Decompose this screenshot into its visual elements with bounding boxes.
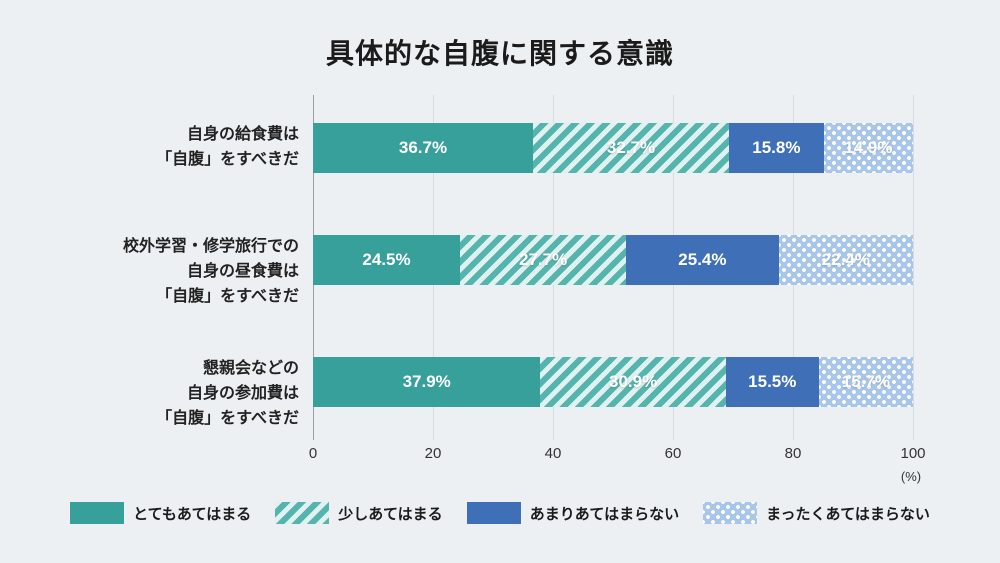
bar-segment-somewhat-disagree: 15.5% bbox=[725, 357, 819, 407]
x-axis-unit-label: (%) bbox=[900, 469, 922, 484]
row-label-line: 「自腹」をすべきだ bbox=[156, 287, 299, 305]
row-label-line: 懇親会などの bbox=[202, 360, 299, 377]
x-tick-0: 0 bbox=[308, 445, 318, 462]
legend-swatch-solid-teal bbox=[70, 502, 125, 524]
legend: とてもあてはまる 少しあてはまる あまりあてはまらない まったくあてはまらない bbox=[0, 502, 1000, 524]
legend-swatch-solid-blue bbox=[466, 502, 521, 524]
bar-segment-strongly-agree: 24.5% bbox=[313, 235, 460, 285]
legend-swatch-dotted-blue bbox=[703, 502, 758, 524]
legend-item-strongly-disagree: まったくあてはまらない bbox=[703, 502, 930, 524]
bar-row-social-gathering: 懇親会などの 自身の参加費は 「自腹」をすべきだ 37.9% 30.9% 15.… bbox=[0, 357, 913, 431]
bar-segment-strongly-agree: 36.7% bbox=[313, 123, 533, 173]
bar-segment-somewhat-agree: 27.7% bbox=[460, 235, 627, 285]
bar-segment-somewhat-agree: 32.7% bbox=[532, 123, 729, 173]
bar-segment-somewhat-agree: 30.9% bbox=[540, 357, 726, 407]
legend-label: 少しあてはまる bbox=[338, 505, 443, 523]
segment-value-label: 30.9% bbox=[608, 372, 658, 391]
legend-label: とてもあてはまる bbox=[133, 505, 252, 523]
segment-value-label: 25.4% bbox=[678, 250, 727, 269]
segment-value-label: 14.9% bbox=[844, 138, 893, 157]
x-axis: 0 20 40 60 80 100 (%) bbox=[309, 445, 926, 484]
row-label-line: 自身の昼食費は bbox=[186, 262, 299, 280]
x-tick-20: 20 bbox=[424, 445, 442, 462]
segment-value-label: 22.4% bbox=[821, 250, 870, 269]
bar-segment-strongly-disagree: 22.4% bbox=[778, 235, 913, 285]
row-label: 校外学習・修学旅行での 自身の昼食費は 「自腹」をすべきだ bbox=[0, 235, 313, 309]
legend-item-strongly-agree: とてもあてはまる bbox=[70, 502, 251, 524]
legend-swatch-striped-teal bbox=[275, 502, 330, 524]
segment-value-label: 24.5% bbox=[362, 250, 411, 269]
row-label-line: 校外学習・修学旅行での bbox=[122, 238, 299, 255]
segment-value-label: 15.7% bbox=[841, 372, 890, 391]
stacked-bar: 37.9% 30.9% 15.5% 15.7% bbox=[313, 357, 913, 407]
bar-row-school-lunch: 自身の給食費は 「自腹」をすべきだ 36.7% 32.7% 15.8% 14.9… bbox=[0, 123, 913, 173]
segment-value-label: 37.9% bbox=[402, 372, 451, 391]
row-label: 懇親会などの 自身の参加費は 「自腹」をすべきだ bbox=[0, 357, 313, 431]
row-label: 自身の給食費は 「自腹」をすべきだ bbox=[0, 123, 313, 173]
chart-title: 具体的な自腹に関する意識 bbox=[325, 38, 674, 69]
bar-segment-somewhat-disagree: 15.8% bbox=[728, 123, 824, 173]
row-label-line: 「自腹」をすべきだ bbox=[156, 409, 299, 427]
bar-segment-strongly-agree: 37.9% bbox=[313, 357, 541, 407]
legend-item-somewhat-disagree: あまりあてはまらない bbox=[466, 502, 680, 524]
legend-label: あまりあてはまらない bbox=[529, 505, 680, 523]
x-tick-60: 60 bbox=[664, 445, 682, 462]
segment-value-label: 15.5% bbox=[748, 372, 797, 391]
gridline-100 bbox=[913, 95, 914, 440]
legend-item-somewhat-agree: 少しあてはまる bbox=[275, 502, 443, 524]
segment-value-label: 36.7% bbox=[398, 138, 448, 157]
x-tick-40: 40 bbox=[544, 445, 562, 462]
bar-segment-strongly-disagree: 15.7% bbox=[818, 357, 913, 407]
bar-segment-strongly-disagree: 14.9% bbox=[823, 123, 913, 173]
bar-segment-somewhat-disagree: 25.4% bbox=[626, 235, 779, 285]
bar-row-trip-lunch: 校外学習・修学旅行での 自身の昼食費は 「自腹」をすべきだ 24.5% 27.7… bbox=[0, 235, 913, 309]
row-label-line: 自身の給食費は bbox=[186, 126, 299, 144]
stacked-bar: 24.5% 27.7% 25.4% 22.4% bbox=[313, 235, 913, 285]
row-label-line: 「自腹」をすべきだ bbox=[156, 151, 299, 168]
x-tick-100: 100 bbox=[900, 445, 926, 462]
segment-value-label: 32.7% bbox=[606, 138, 656, 157]
segment-value-label: 15.8% bbox=[752, 138, 801, 157]
stacked-bar-chart: 自身の給食費は 「自腹」をすべきだ 36.7% 32.7% 15.8% 14.9… bbox=[0, 95, 1000, 484]
row-label-line: 自身の参加費は bbox=[186, 384, 299, 402]
x-tick-80: 80 bbox=[784, 445, 802, 462]
stacked-bar: 36.7% 32.7% 15.8% 14.9% bbox=[313, 123, 913, 173]
segment-value-label: 27.7% bbox=[518, 250, 568, 269]
legend-label: まったくあてはまらない bbox=[766, 505, 930, 523]
